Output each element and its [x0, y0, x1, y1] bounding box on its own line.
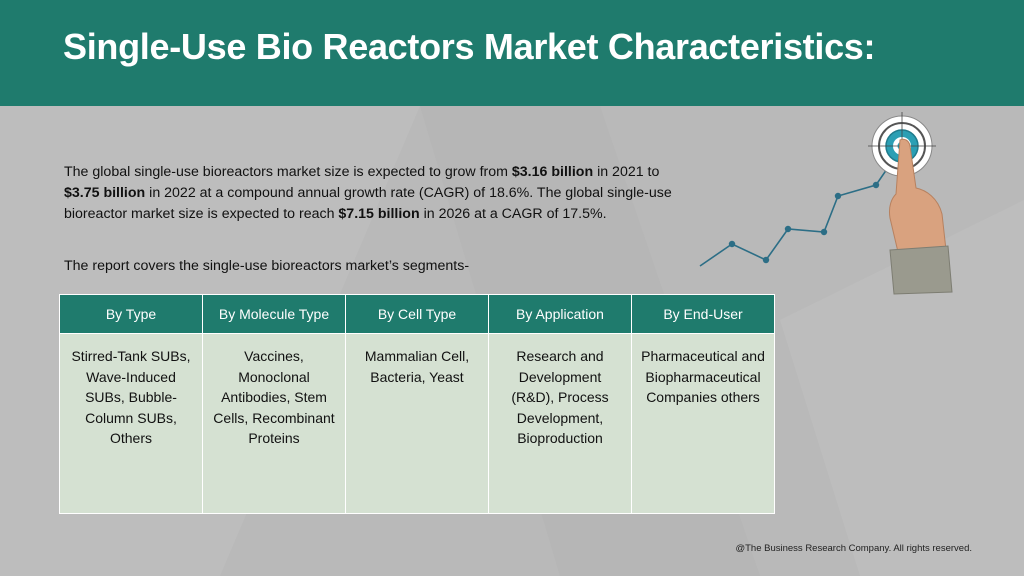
segments-note: The report covers the single-use bioreac… [64, 258, 470, 274]
intro-text-3: in 2022 at a compound annual growth rate… [64, 185, 672, 222]
target-with-hand-and-growth-line-icon [699, 112, 953, 295]
cell-cell-type-values: Mammalian Cell, Bacteria, Yeast [345, 333, 489, 514]
copyright-footer: @The Business Research Company. All righ… [735, 543, 972, 554]
cell-end-user-values: Pharmaceutical and Biopharmaceutical Com… [631, 333, 775, 514]
intro-paragraph: The global single-use bioreactors market… [64, 162, 684, 225]
intro-text-1: The global single-use bioreactors market… [64, 164, 512, 180]
segments-table: By Type By Molecule Type By Cell Type By… [59, 294, 775, 514]
header-by-molecule-type: By Molecule Type [202, 294, 346, 334]
value-2026: $7.15 billion [338, 206, 420, 222]
page-title: Single-Use Bio Reactors Market Character… [63, 26, 876, 67]
header-bar: Single-Use Bio Reactors Market Character… [0, 0, 1024, 106]
header-by-end-user: By End-User [631, 294, 775, 334]
cell-application-values: Research and Development (R&D), Process … [488, 333, 632, 514]
value-2021: $3.16 billion [511, 164, 594, 180]
header-by-application: By Application [488, 294, 632, 334]
intro-text-4: in 2026 at a CAGR of 17.5%. [419, 206, 607, 222]
header-by-cell-type: By Cell Type [345, 294, 489, 334]
value-2022: $3.75 billion [64, 185, 146, 201]
table-row: Stirred-Tank SUBs, Wave-Induced SUBs, Bu… [59, 333, 775, 514]
header-by-type: By Type [59, 294, 203, 334]
cell-molecule-type-values: Vaccines, Monoclonal Antibodies, Stem Ce… [202, 333, 346, 514]
cell-type-values: Stirred-Tank SUBs, Wave-Induced SUBs, Bu… [59, 333, 203, 514]
intro-text-2: in 2021 to [593, 164, 660, 180]
table-header-row: By Type By Molecule Type By Cell Type By… [59, 294, 775, 334]
